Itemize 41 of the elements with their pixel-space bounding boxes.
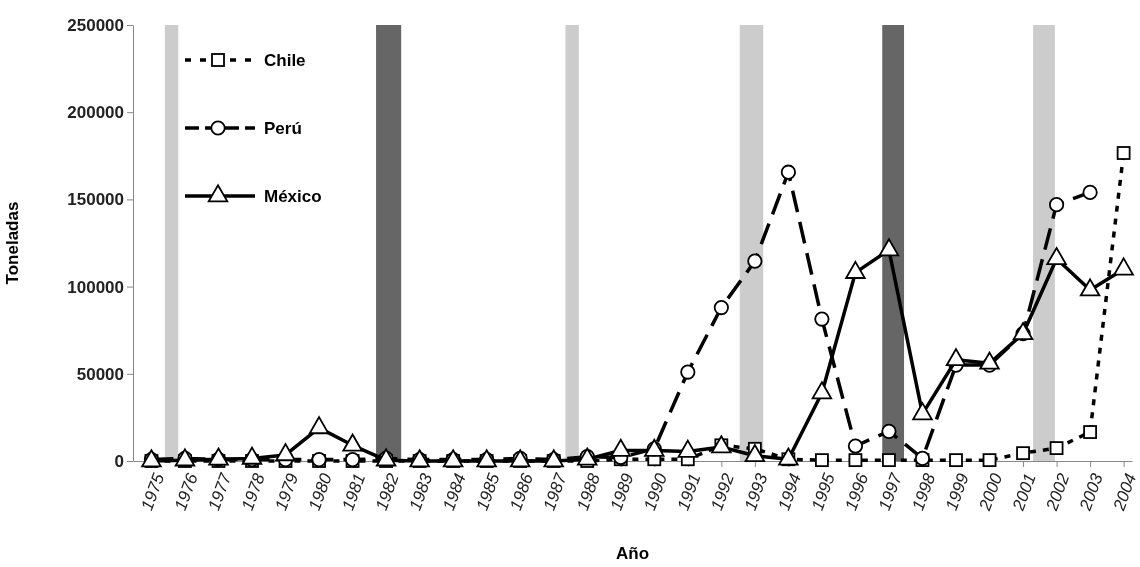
x-tick-label: 1982 (372, 470, 403, 513)
x-tick-label: 2003 (1075, 470, 1107, 514)
x-tick-label: 1998 (908, 470, 940, 513)
x-tick-label: 1990 (640, 470, 672, 513)
x-tick-label: 1977 (204, 470, 236, 513)
x-tick-label: 1989 (606, 470, 638, 513)
x-tick-label: 1988 (573, 470, 605, 513)
x-tick-label: 1995 (807, 470, 839, 513)
legend-label: México (264, 187, 322, 206)
x-tick-label: 1980 (304, 470, 336, 513)
legend-label: Chile (264, 51, 306, 70)
x-tick-label: 1993 (740, 470, 772, 513)
y-tick-label: 150000 (67, 190, 124, 210)
x-tick-label: 1983 (405, 470, 437, 513)
x-tick-label: 1996 (841, 470, 873, 513)
x-tick-label: 1978 (237, 470, 269, 513)
x-tick-label: 1999 (941, 470, 973, 513)
x-tick-label: 1997 (874, 470, 906, 513)
x-tick-label: 1981 (338, 470, 370, 513)
x-tick-label: 1992 (707, 470, 739, 513)
x-tick-label: 1986 (506, 470, 538, 513)
x-tick-label: 2004 (1109, 470, 1140, 514)
x-tick-label: 1994 (774, 470, 806, 513)
x-axis-title: Año (615, 544, 650, 563)
x-tick-label: 2001 (1008, 470, 1040, 514)
x-tick-label: 2002 (1042, 470, 1074, 514)
x-tick-label: 1975 (137, 470, 169, 513)
x-tick-label: 2000 (975, 470, 1007, 514)
y-tick-label: 200000 (67, 103, 124, 123)
y-tick-label: 0 (114, 451, 124, 471)
x-tick-label: 1985 (472, 470, 504, 513)
y-tick-label: 250000 (67, 15, 124, 35)
x-tick-label: 1979 (271, 470, 303, 513)
x-tick-label: 1976 (170, 470, 202, 513)
y-tick-label: 100000 (67, 277, 124, 297)
x-tick-label: 1991 (673, 470, 705, 513)
legend-label: Perú (264, 119, 302, 138)
x-tick-label: 1987 (539, 470, 571, 513)
y-tick-label: 50000 (76, 364, 124, 384)
x-tick-label: 1984 (439, 470, 470, 513)
y-axis-title: Toneladas (3, 201, 22, 285)
